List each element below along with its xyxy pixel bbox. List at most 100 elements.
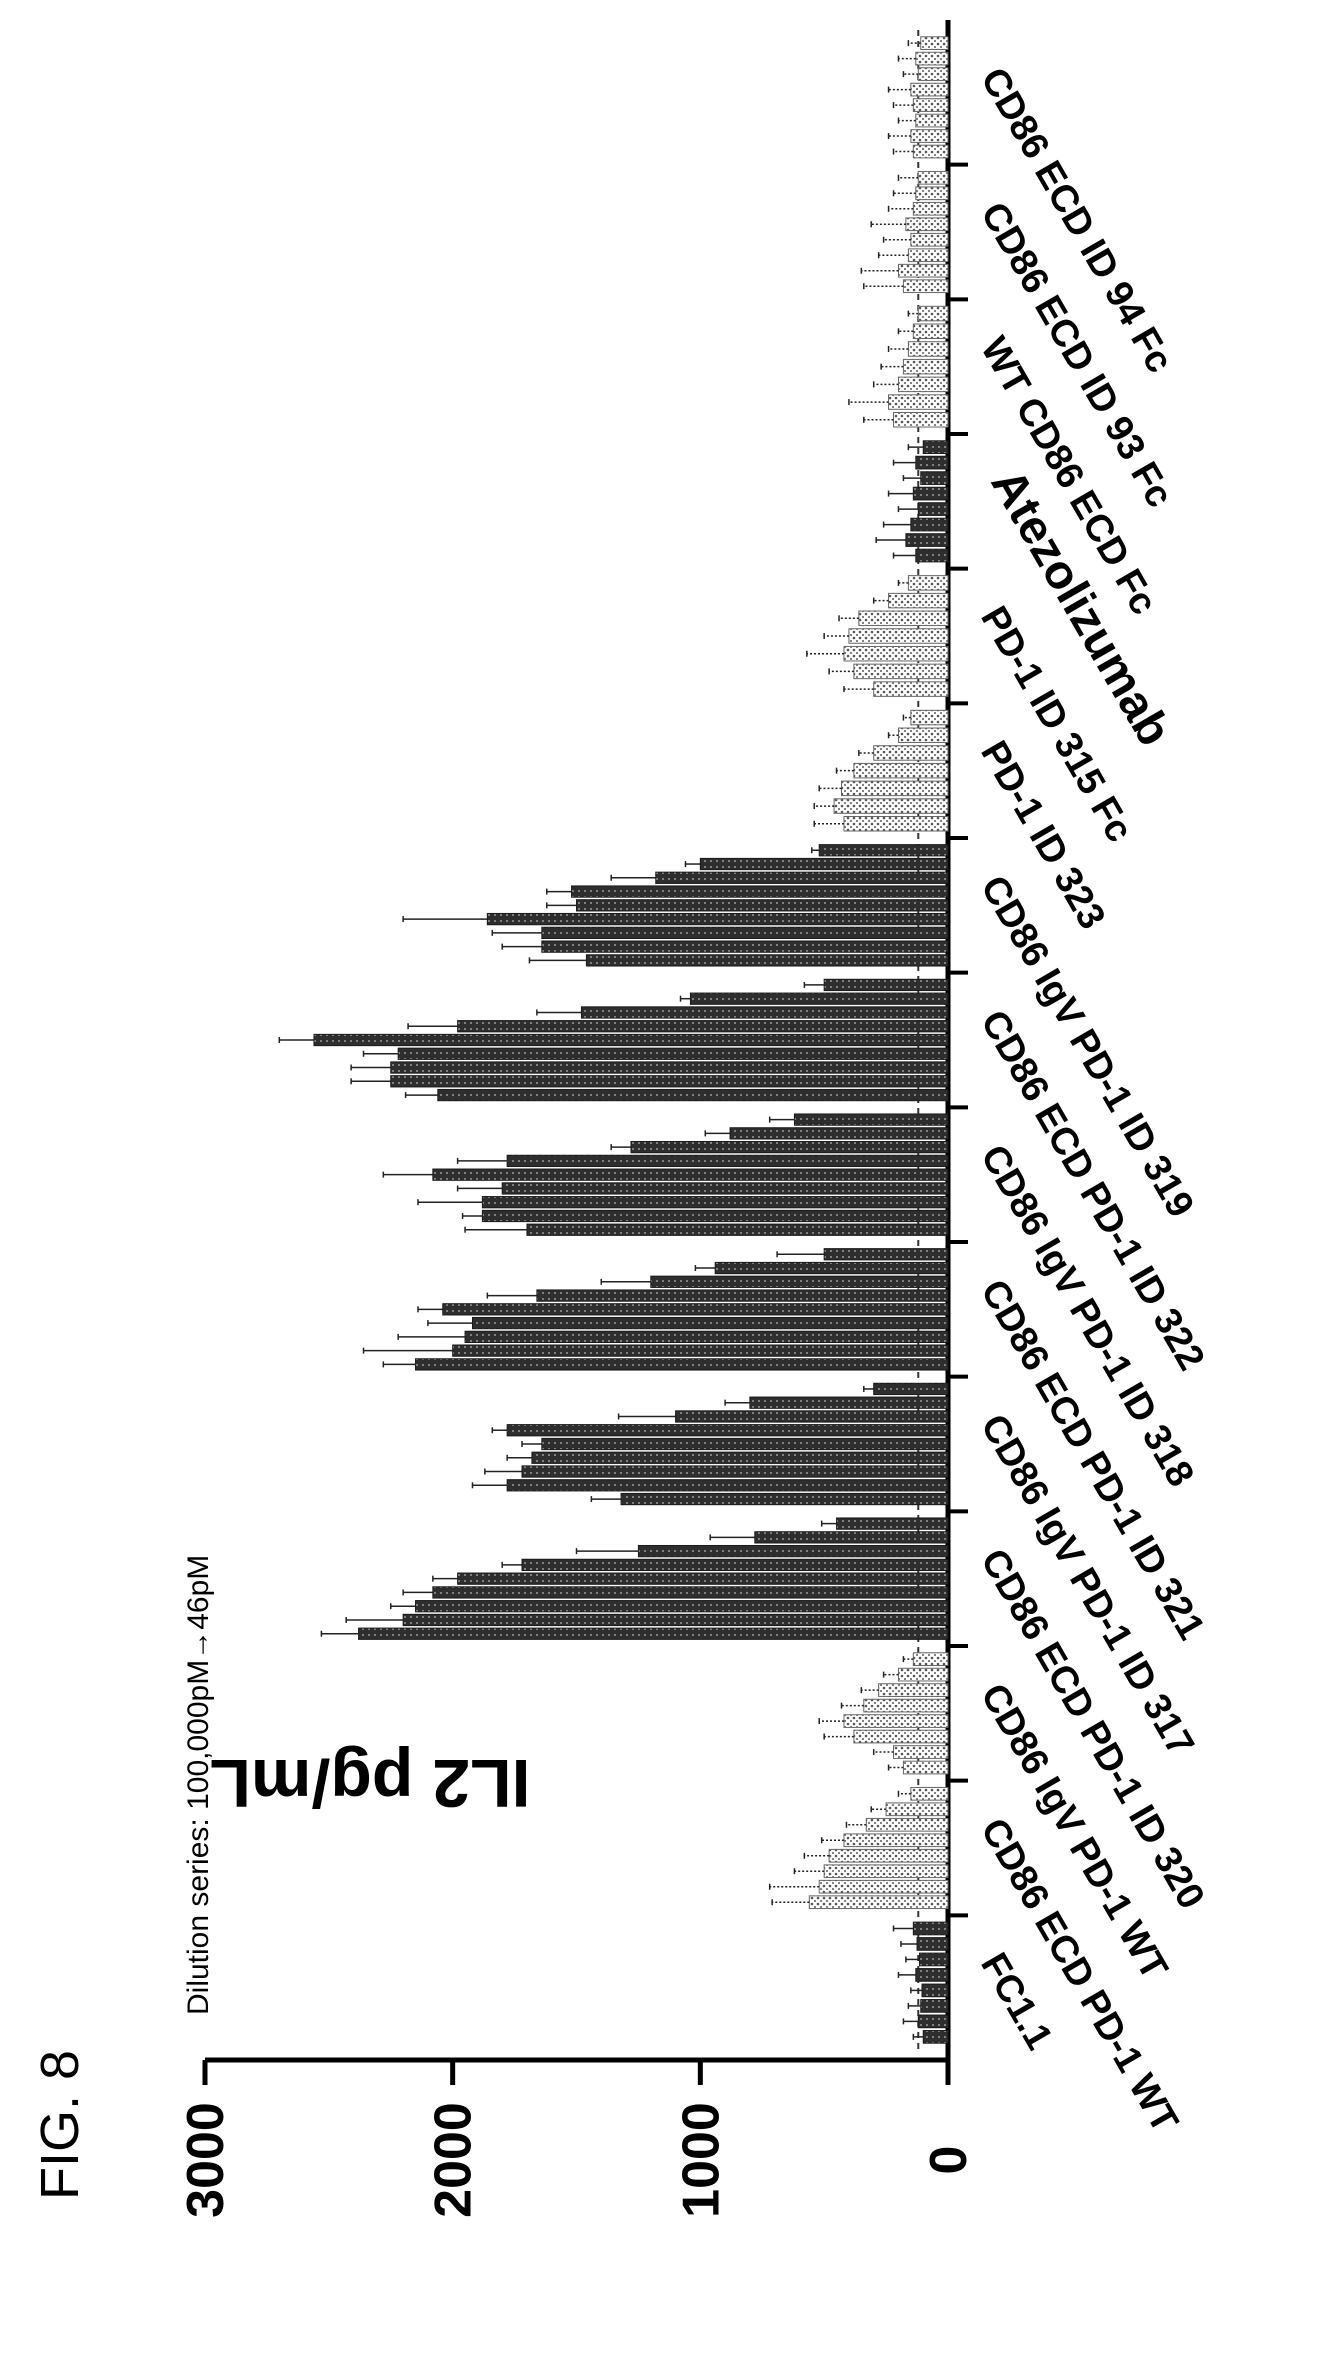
figure-label: FIG. 8 (30, 2050, 90, 2200)
value-tick-label-0: 0 (920, 2146, 978, 2175)
bar-5-0 (415, 1358, 949, 1371)
bar-1-5 (865, 1817, 949, 1832)
bar-9-6 (910, 709, 949, 726)
bar-6-5 (506, 1154, 949, 1168)
bar-9-1 (833, 798, 949, 814)
bar-2-0 (902, 1760, 949, 1775)
bar-series (278, 36, 949, 2044)
bar-2-1 (893, 1745, 949, 1759)
bar-9-3 (853, 762, 949, 779)
bar-5-3 (471, 1316, 949, 1330)
bar-11-6 (915, 455, 949, 470)
bar-0-7 (912, 1921, 949, 1936)
bar-12-0 (893, 412, 949, 428)
bar-5-6 (650, 1275, 949, 1288)
bar-11-2 (910, 517, 949, 532)
bar-7-4 (313, 1033, 949, 1047)
bar-8-6 (655, 871, 949, 884)
bar-13-7 (917, 170, 949, 185)
value-tick-label-1000: 1000 (672, 2102, 730, 2218)
bar-5-7 (714, 1261, 949, 1275)
bar-11-5 (920, 471, 949, 485)
bar-2-3 (843, 1714, 949, 1728)
bar-8-7 (699, 857, 949, 871)
bar-6-4 (432, 1168, 949, 1181)
bar-5-4 (442, 1303, 949, 1316)
bar-14-2 (915, 113, 949, 128)
bar-1-6 (885, 1802, 949, 1817)
bar-9-5 (897, 727, 949, 744)
bar-0-6 (916, 1937, 949, 1951)
bar-6-6 (630, 1140, 949, 1154)
bar-6-1 (481, 1209, 949, 1223)
bar-3-0 (358, 1627, 949, 1640)
bar-2-2 (853, 1729, 949, 1744)
bar-11-3 (917, 502, 949, 516)
bar-3-3 (432, 1586, 949, 1599)
bar-7-6 (580, 1006, 949, 1019)
bar-3-4 (457, 1572, 949, 1585)
value-tick-label-3000: 3000 (177, 2102, 235, 2218)
bar-13-3 (910, 232, 949, 247)
bar-7-3 (397, 1047, 949, 1060)
bar-12-5 (912, 323, 949, 340)
value-tick-label-2000: 2000 (425, 2102, 483, 2218)
bar-4-0 (620, 1492, 949, 1506)
bar-6-0 (526, 1223, 949, 1236)
bar-14-1 (910, 129, 949, 143)
bar-8-5 (571, 885, 949, 898)
bar-10-3 (848, 628, 949, 644)
category-label-0: FC1.1 (972, 1946, 1060, 2057)
bar-8-4 (576, 899, 949, 912)
bar-12-2 (897, 376, 949, 393)
bar-0-3 (921, 1983, 949, 1998)
bar-14-4 (910, 82, 949, 97)
bar-10-5 (888, 592, 949, 609)
bar-8-8 (818, 844, 949, 857)
bar-13-0 (902, 279, 949, 294)
bar-1-3 (828, 1848, 949, 1863)
bar-7-1 (390, 1075, 949, 1088)
bar-3-8 (836, 1517, 949, 1530)
bar-2-7 (912, 1652, 949, 1666)
bar-2-4 (863, 1698, 949, 1713)
bar-10-6 (907, 575, 949, 591)
bar-4-8 (873, 1382, 949, 1396)
bar-10-0 (873, 681, 949, 697)
bar-1-1 (818, 1879, 949, 1894)
bar-5-2 (464, 1330, 949, 1344)
bar-13-4 (905, 217, 949, 232)
bar-7-8 (823, 978, 949, 992)
bar-11-7 (922, 440, 949, 454)
bar-14-7 (920, 36, 949, 50)
bar-4-1 (506, 1479, 949, 1492)
bar-1-4 (843, 1833, 949, 1848)
bar-0-5 (919, 1952, 949, 1967)
bar-14-5 (917, 67, 949, 81)
bar-4-5 (506, 1424, 949, 1437)
bar-11-4 (912, 486, 949, 501)
bar-8-2 (541, 926, 949, 940)
bar-6-8 (793, 1113, 949, 1126)
bar-3-5 (521, 1558, 949, 1572)
bar-12-6 (917, 305, 949, 322)
dilution-note: Dilution series: 100,000pM→46pM (182, 1555, 215, 2015)
bar-2-6 (897, 1667, 949, 1682)
bar-5-5 (536, 1289, 949, 1302)
bar-8-1 (541, 940, 949, 953)
bar-13-2 (907, 248, 949, 263)
bar-1-0 (808, 1895, 949, 1910)
bar-12-3 (902, 358, 949, 375)
bar-4-6 (675, 1410, 949, 1423)
bar-10-1 (853, 663, 949, 680)
y-axis-title: IL2 pg/mL (209, 1745, 530, 1821)
bar-3-6 (637, 1544, 949, 1558)
bar-14-0 (912, 144, 949, 159)
bar-3-7 (754, 1531, 949, 1544)
bar-5-1 (452, 1344, 949, 1357)
value-axis-ticks: 0 1000 2000 3000 (177, 2060, 978, 2218)
bar-14-3 (912, 98, 949, 112)
bar-9-4 (873, 745, 949, 761)
